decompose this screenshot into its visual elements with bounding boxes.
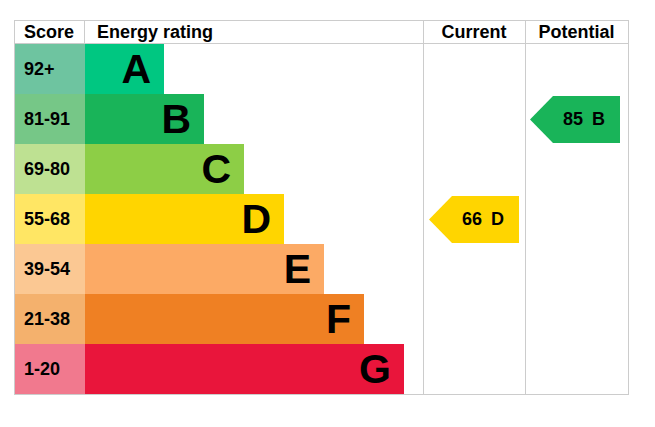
rating-bar: B [85,94,204,144]
band-letter: A [121,44,151,94]
band-row: 69-80 C [15,144,628,194]
chart-grid: Score Energy rating Current Potential 92… [14,20,629,395]
rating-bar: A [85,44,164,94]
score-range-cell: 92+ [15,44,85,94]
current-score-value: 66 [462,209,482,230]
band-row: 92+ A [15,44,628,94]
band-row: 1-20 G [15,344,628,394]
band-letter: F [326,294,351,344]
potential-score-value: 85 [563,109,583,130]
score-range-cell: 39-54 [15,244,85,294]
epc-chart: Score Energy rating Current Potential 92… [0,0,655,427]
score-range-cell: 81-91 [15,94,85,144]
potential-band-letter: B [592,109,605,130]
rating-bar: F [85,294,364,344]
band-letter: D [241,194,271,244]
rating-bar: D [85,194,284,244]
rating-bar: G [85,344,404,394]
band-row: 21-38 F [15,294,628,344]
score-range-cell: 1-20 [15,344,85,394]
band-letter: B [161,94,191,144]
score-range-cell: 69-80 [15,144,85,194]
rating-bar: E [85,244,324,294]
chart-header-row: Score Energy rating Current Potential [15,21,628,44]
band-row: 55-68 D [15,194,628,244]
band-rows: 92+ A 81-91 B 69-80 C 55-68 D 39-54 E 21… [15,44,628,394]
band-letter: G [359,344,391,394]
header-energy-rating: Energy rating [85,21,423,43]
current-band-letter: D [491,209,504,230]
rating-bar: C [85,144,244,194]
band-letter: E [284,244,311,294]
score-range-cell: 21-38 [15,294,85,344]
score-range-cell: 55-68 [15,194,85,244]
header-potential: Potential [525,21,628,43]
header-current: Current [423,21,525,43]
band-letter: C [201,144,231,194]
header-score: Score [15,21,85,43]
band-row: 39-54 E [15,244,628,294]
